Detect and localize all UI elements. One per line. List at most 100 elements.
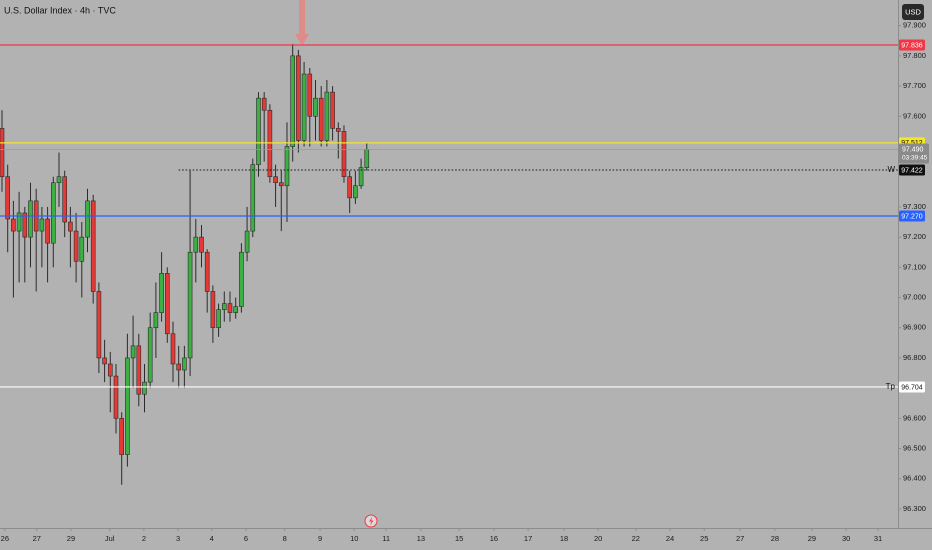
- candle-body: [159, 273, 164, 313]
- y-tick-label: 97.900: [903, 21, 926, 30]
- candle-body: [164, 273, 170, 335]
- candle-body: [307, 73, 313, 117]
- candle-body: [227, 303, 233, 313]
- candle-body: [136, 345, 142, 395]
- x-tick-label: 13: [417, 534, 425, 543]
- x-tick-label: 18: [560, 534, 568, 543]
- candle-body: [119, 418, 124, 455]
- y-tick-label: 97.100: [903, 262, 926, 271]
- level-name: W: [887, 165, 895, 174]
- x-tick-label: 9: [318, 534, 322, 543]
- candle-body: [50, 182, 56, 244]
- x-tick-label: 16: [490, 534, 498, 543]
- candle-body: [364, 149, 370, 168]
- candle-body: [330, 91, 335, 129]
- candle-body: [56, 176, 62, 184]
- level-tag-label: 96.704: [901, 384, 923, 391]
- candle-body: [107, 363, 113, 377]
- x-tick-label: 27: [736, 534, 744, 543]
- y-tick-label: 96.800: [903, 353, 926, 362]
- icon-bolt[interactable]: [369, 516, 374, 526]
- y-tick-label: 97.800: [903, 51, 926, 60]
- x-tick-label: 24: [666, 534, 674, 543]
- level-name: Tp: [886, 382, 896, 391]
- y-tick-label: 97.600: [903, 111, 926, 120]
- candle-body: [90, 200, 96, 292]
- last-price-label: 97.490: [902, 146, 924, 153]
- candle-body: [353, 185, 358, 199]
- candle-body: [347, 176, 352, 199]
- x-tick-label: 2: [142, 534, 146, 543]
- x-tick-label: 28: [771, 534, 779, 543]
- candle-body: [284, 146, 290, 187]
- level-tag-label: 97.270: [901, 213, 923, 220]
- y-tick-label: 96.300: [903, 504, 926, 513]
- candle-body: [28, 200, 33, 238]
- candle-body: [239, 251, 244, 307]
- x-tick-label: 20: [594, 534, 602, 543]
- currency-label[interactable]: USD: [905, 7, 921, 16]
- candle-body: [358, 167, 364, 187]
- candle-body: [187, 251, 193, 359]
- x-tick-label: 31: [874, 534, 882, 543]
- level-tag: [899, 210, 925, 222]
- plot: [0, 43, 370, 485]
- candle-body: [153, 312, 159, 329]
- candle-body: [318, 97, 324, 141]
- candle-body: [85, 200, 90, 238]
- x-tick-label: 29: [67, 534, 75, 543]
- countdown-label: 03:39:45: [902, 155, 928, 162]
- candle-body: [267, 109, 273, 178]
- y-tick-label: 97.300: [903, 202, 926, 211]
- candle-body: [244, 230, 250, 253]
- candle-body: [147, 327, 153, 383]
- x-tick-label: 4: [210, 534, 214, 543]
- x-tick-label: 22: [632, 534, 640, 543]
- candle-body: [193, 236, 199, 253]
- y-tick-label: 97.200: [903, 232, 926, 241]
- x-tick-label: 27: [33, 534, 41, 543]
- candle-body: [341, 131, 347, 178]
- x-tick-label: 26: [1, 534, 9, 543]
- y-tick-label: 97.700: [903, 81, 926, 90]
- candle-body: [39, 218, 45, 232]
- candle-body: [62, 176, 67, 223]
- candle-body: [204, 251, 210, 292]
- replay-icon[interactable]: [364, 514, 378, 528]
- candle-body: [216, 309, 221, 329]
- y-tick-label: 96.500: [903, 444, 926, 453]
- candle-body: [113, 375, 119, 419]
- candle-body: [233, 306, 238, 313]
- x-tick-label: 15: [455, 534, 463, 543]
- x-tick-label: 8: [283, 534, 287, 543]
- level-tag: [899, 164, 925, 176]
- x-tick-label: 25: [700, 534, 708, 543]
- candle-body: [68, 221, 73, 232]
- candle-body: [0, 128, 5, 178]
- level-tag: [899, 381, 925, 393]
- candle-body: [278, 182, 284, 187]
- candle-body: [16, 212, 22, 232]
- candle-body: [296, 55, 301, 141]
- candle-body: [313, 97, 318, 117]
- x-tick-label: 30: [842, 534, 850, 543]
- candle-body: [324, 91, 330, 141]
- candle-body: [256, 97, 261, 165]
- candle-body: [301, 73, 307, 141]
- y-tick-label: 96.600: [903, 413, 926, 422]
- candle-body: [273, 176, 278, 184]
- candle-body: [11, 218, 16, 232]
- chart-title: U.S. Dollar Index · 4h · TVC: [4, 5, 116, 15]
- y-tick-label: 96.400: [903, 474, 926, 483]
- candle-body: [102, 357, 107, 365]
- candle-body: [221, 303, 227, 310]
- x-tick-label: Jul: [105, 534, 115, 543]
- candle-body: [79, 236, 85, 262]
- candle-body: [199, 236, 204, 253]
- level-tag-label: 97.422: [901, 167, 923, 174]
- currency-button[interactable]: USD: [902, 4, 924, 20]
- x-tick-label: 11: [382, 534, 390, 543]
- currency-button-bg[interactable]: [902, 4, 924, 20]
